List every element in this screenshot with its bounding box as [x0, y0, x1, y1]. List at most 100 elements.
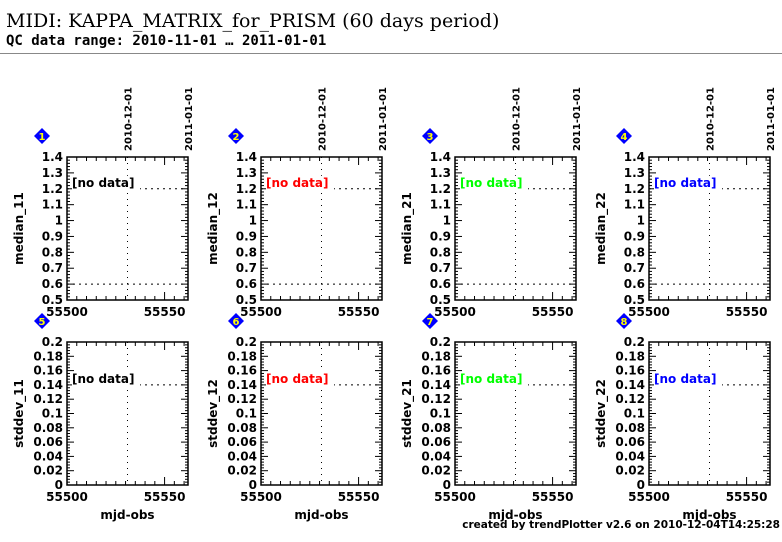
y-tick-label: 0.1 — [236, 407, 257, 421]
panel-number: 1 — [39, 132, 46, 143]
y-tick-label: 0.1 — [430, 407, 451, 421]
y-tick-label: 0.8 — [624, 245, 645, 259]
y-tick-label: 0.14 — [421, 378, 451, 392]
plot-frame — [260, 341, 383, 486]
y-tick-label: 0.04 — [33, 449, 63, 463]
plot-frame — [66, 341, 189, 486]
y-tick-label: 1.4 — [236, 150, 257, 164]
y-axis-label: stddev_11 — [12, 379, 27, 448]
y-tick-label: 0.08 — [33, 421, 63, 435]
x-tick-label: 55500 — [240, 305, 282, 319]
x-tick-label: 55550 — [726, 490, 768, 504]
y-tick-label: 1.3 — [430, 166, 451, 180]
date-marker-label: 2010-12-01 — [124, 87, 135, 151]
page-title: MIDI: KAPPA_MATRIX_for_PRISM (60 days pe… — [6, 10, 500, 32]
chart-panel-7: 55500 5555000.020.040.060.080.10.120.140.… — [400, 313, 577, 522]
y-tick-label: 1.3 — [42, 166, 63, 180]
x-axis-label: mjd-obs — [488, 508, 542, 522]
note-background — [460, 371, 528, 386]
date-marker-label: 2010-12-01 — [706, 87, 717, 151]
y-tick-label: 0.2 — [236, 335, 257, 349]
y-tick-label: 0.6 — [624, 277, 645, 291]
panel-number-diamond-icon — [34, 313, 50, 329]
y-tick-label: 1.2 — [236, 182, 257, 196]
note-background — [266, 175, 334, 190]
y-tick-label: 0.7 — [42, 261, 63, 275]
panel-number-diamond-icon — [34, 128, 50, 144]
chart-panel-3: 55500 55550 0.5 0.6 0.7 0.8 0.91 1.1 1.2 1.3 1.4 20… — [400, 87, 583, 319]
y-tick-label: 1 — [55, 214, 63, 228]
y-tick-label: 0.5 — [42, 293, 63, 307]
date-marker-label: 2010-12-01 — [318, 87, 329, 151]
date-marker-label: 2010-12-01 — [512, 87, 523, 151]
chart-panel-6: 55500 5555000.020.040.060.080.10.120.140.… — [206, 313, 383, 522]
data-range-subtitle: QC data range: 2010-11-01 … 2011-01-01 — [6, 33, 327, 49]
y-tick-label: 0.16 — [227, 364, 257, 378]
note-background — [72, 371, 140, 386]
no-data-label: [no data] — [654, 372, 716, 386]
y-tick-label: 0.18 — [33, 349, 63, 363]
y-tick-label: 0.5 — [624, 293, 645, 307]
x-tick-label: 55500 — [628, 305, 670, 319]
x-tick-label: 55550 — [144, 305, 186, 319]
plot-frame — [454, 341, 577, 486]
footer-credit: created by trendPlotter v2.6 on 2010-12-… — [462, 519, 780, 531]
chart-panel-2: 55500 55550 0.5 0.6 0.7 0.8 0.91 1.1 1.2 1.3 1.4 20… — [206, 87, 389, 319]
panel-number: 4 — [621, 132, 628, 143]
y-tick-label: 0.12 — [227, 392, 257, 406]
x-axis-label: mjd-obs — [100, 508, 154, 522]
y-tick-label: 0.6 — [430, 277, 451, 291]
y-tick-label: 1.1 — [236, 198, 257, 212]
y-tick-label: 0.02 — [33, 464, 63, 478]
panel-number: 2 — [233, 132, 240, 143]
y-tick-label: 1.3 — [624, 166, 645, 180]
panel-number-diamond-icon — [616, 128, 632, 144]
panel-number: 5 — [39, 317, 46, 328]
y-tick-label: 1.1 — [42, 198, 63, 212]
y-tick-label: 1.2 — [624, 182, 645, 196]
y-tick-label: 0.08 — [615, 421, 645, 435]
y-tick-label: 0.12 — [33, 392, 63, 406]
y-tick-label: 0.18 — [421, 349, 451, 363]
chart-panel-5: 55500 5555000.020.040.060.080.10.120.140.… — [12, 313, 189, 522]
y-tick-label: 0 — [637, 478, 645, 492]
note-background — [72, 175, 140, 190]
plot-frame — [648, 341, 771, 486]
y-tick-label: 0.12 — [615, 392, 645, 406]
y-tick-label: 0.9 — [42, 229, 63, 243]
y-tick-label: 0.06 — [227, 435, 257, 449]
y-tick-label: 0.02 — [227, 464, 257, 478]
y-tick-label: 0.16 — [33, 364, 63, 378]
no-data-label: [no data] — [460, 176, 522, 190]
y-tick-label: 0.2 — [430, 335, 451, 349]
note-background — [266, 371, 334, 386]
y-tick-label: 1.3 — [236, 166, 257, 180]
y-tick-label: 0.06 — [33, 435, 63, 449]
date-marker-label: 2011-01-01 — [572, 87, 583, 151]
y-axis-label: stddev_22 — [594, 379, 609, 448]
y-tick-label: 0.5 — [430, 293, 451, 307]
y-axis-label: stddev_21 — [400, 379, 415, 448]
x-tick-label: 55500 — [46, 490, 88, 504]
y-tick-label: 0.18 — [615, 349, 645, 363]
no-data-label: [no data] — [72, 176, 134, 190]
panel-number: 7 — [427, 317, 434, 328]
note-background — [654, 371, 722, 386]
no-data-label: [no data] — [266, 176, 328, 190]
y-tick-label: 0.02 — [421, 464, 451, 478]
x-axis-label: mjd-obs — [294, 508, 348, 522]
y-tick-label: 0.14 — [33, 378, 63, 392]
y-tick-label: 1 — [637, 214, 645, 228]
panel-number: 3 — [427, 132, 434, 143]
x-tick-label: 55500 — [434, 305, 476, 319]
x-tick-label: 55550 — [338, 305, 380, 319]
y-tick-label: 0.5 — [236, 293, 257, 307]
y-tick-label: 0.16 — [421, 364, 451, 378]
y-tick-label: 0.6 — [236, 277, 257, 291]
y-tick-label: 1 — [249, 214, 257, 228]
y-tick-label: 0.04 — [227, 449, 257, 463]
no-data-label: [no data] — [460, 372, 522, 386]
panel-number-diamond-icon — [228, 128, 244, 144]
y-tick-label: 0.9 — [624, 229, 645, 243]
date-marker-label: 2011-01-01 — [378, 87, 389, 151]
